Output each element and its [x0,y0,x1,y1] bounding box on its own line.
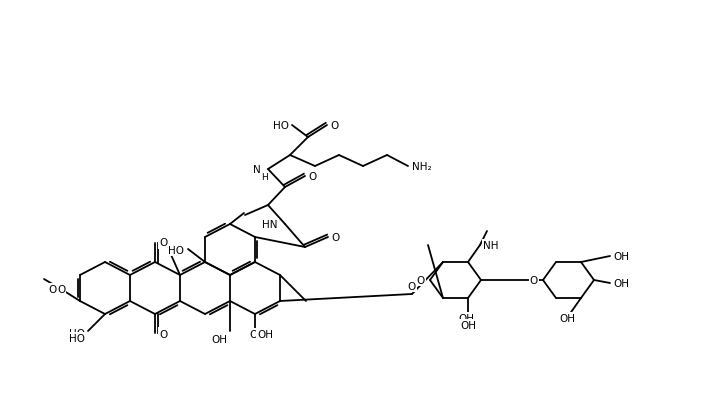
Text: O: O [408,281,416,291]
Text: O: O [159,328,168,338]
Text: HO: HO [68,328,84,338]
Text: O: O [159,329,168,339]
Text: N: N [253,164,261,175]
Text: O: O [48,284,57,294]
Text: OH: OH [458,313,474,323]
Text: OH: OH [249,329,265,339]
Text: O: O [159,238,168,248]
Text: NH: NH [483,240,498,250]
Text: O: O [48,285,57,295]
Text: HO: HO [69,333,85,343]
Text: NH₂: NH₂ [412,162,431,172]
Text: H: H [262,173,268,182]
Text: OH: OH [613,252,629,261]
Text: O: O [159,237,168,247]
Text: O: O [330,121,338,131]
Text: O: O [530,275,538,285]
Text: OH: OH [613,278,629,288]
Text: HN: HN [262,220,278,229]
Text: O: O [417,275,425,285]
Text: HO: HO [273,121,289,131]
Text: OH: OH [460,320,476,330]
Text: O: O [331,232,339,243]
Text: HO: HO [168,245,184,254]
Text: HO: HO [69,328,85,338]
Text: OH: OH [211,334,227,344]
Text: HO: HO [168,245,184,255]
Text: OH: OH [257,329,273,339]
Text: O: O [308,172,317,182]
Text: O: O [57,284,65,294]
Text: OH: OH [559,313,575,323]
Text: O: O [48,284,57,294]
